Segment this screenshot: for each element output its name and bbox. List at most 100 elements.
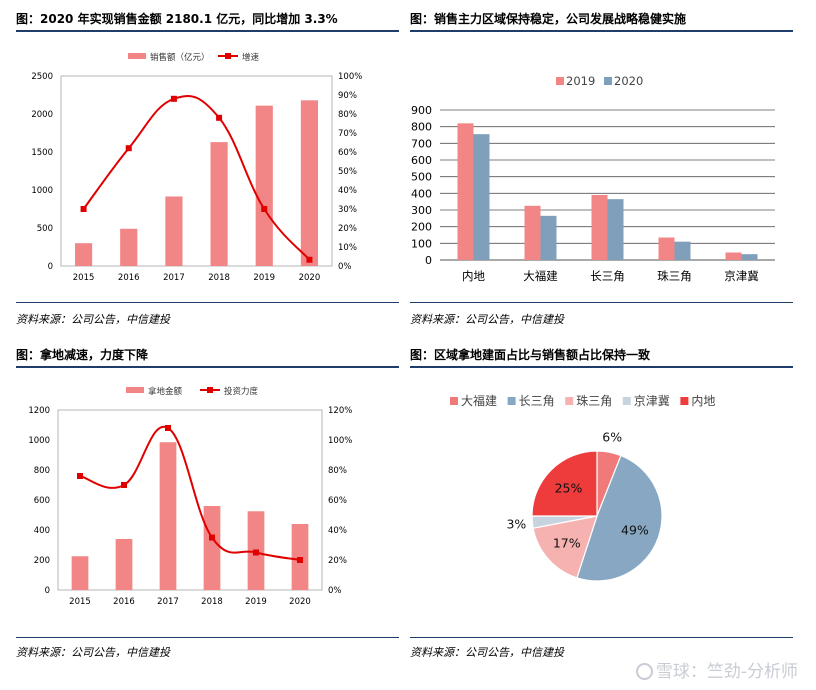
panel-sales-by-region: 图：销售主力区域保持稳定，公司发展战略稳健实施 0 100 200 300 400 500… xyxy=(410,10,793,330)
bar xyxy=(674,241,691,260)
legend-label: 增速 xyxy=(242,52,260,63)
y-tick-label: 900 xyxy=(411,104,432,117)
x-tick-label: 2017 xyxy=(157,597,179,607)
line-marker xyxy=(209,534,215,541)
bar xyxy=(159,442,177,590)
bar xyxy=(607,199,624,260)
y-right-tick-label: 20% xyxy=(338,224,357,234)
title-rule xyxy=(16,366,399,368)
legend-label: 投资力度 xyxy=(224,386,259,397)
bar xyxy=(591,195,608,260)
y-tick-label: 500 xyxy=(411,171,432,184)
y-right-tick-label: 40% xyxy=(338,186,357,196)
title-rule xyxy=(410,30,793,32)
x-tick-label: 大福建 xyxy=(523,269,558,283)
y-left-tick-label: 1200 xyxy=(28,406,50,416)
legend-marker xyxy=(207,387,213,393)
legend-label: 珠三角 xyxy=(576,394,612,408)
bar xyxy=(255,105,273,266)
bar xyxy=(203,506,221,590)
legend-label: 2020 xyxy=(614,74,643,88)
x-tick-label: 2018 xyxy=(208,273,230,283)
x-tick-label: 2018 xyxy=(201,597,223,607)
x-tick-label: 珠三角 xyxy=(657,269,692,283)
bar xyxy=(524,205,541,260)
y-left-tick-label: 1000 xyxy=(28,436,50,446)
y-tick-label: 600 xyxy=(411,154,432,167)
pie-label: 25% xyxy=(555,481,583,496)
y-right-tick-label: 70% xyxy=(338,129,357,139)
y-right-tick-label: 30% xyxy=(338,205,357,215)
x-tick-label: 2020 xyxy=(289,597,311,607)
y-left-tick-label: 200 xyxy=(34,556,50,566)
x-tick-label: 内地 xyxy=(462,269,485,283)
legend-swatch xyxy=(565,397,574,405)
source-rule xyxy=(410,302,793,303)
title-rule xyxy=(410,366,793,368)
y-left-tick-label: 1000 xyxy=(31,186,53,196)
line-marker xyxy=(165,425,171,431)
bar xyxy=(658,237,675,260)
legend-swatch xyxy=(507,397,516,405)
y-right-tick-label: 60% xyxy=(338,148,357,158)
y-left-tick-label: 400 xyxy=(34,526,50,536)
legend-label: 拿地金额 xyxy=(148,386,183,397)
source-text: 资料来源：公司公告，中信建投 xyxy=(410,646,564,659)
watermark: 雪球：竺劲-分析师 xyxy=(635,657,798,682)
bar xyxy=(540,215,557,260)
bar xyxy=(210,142,228,266)
y-right-tick-label: 120% xyxy=(328,406,352,416)
x-tick-label: 2016 xyxy=(118,273,140,283)
bar xyxy=(300,100,318,266)
legend-label: 2019 xyxy=(566,74,595,88)
line-marker xyxy=(77,473,83,479)
y-tick-label: 100 xyxy=(411,237,432,250)
bar xyxy=(165,196,183,266)
legend-label: 内地 xyxy=(691,394,715,408)
y-left-tick-label: 0 xyxy=(48,262,53,272)
legend-swatch-bar xyxy=(126,387,144,393)
line-marker xyxy=(170,95,177,102)
y-right-tick-label: 20% xyxy=(328,556,347,566)
panel-title: 图：区域拿地建面占比与销售额占比保持一致 xyxy=(410,348,651,362)
y-right-tick-label: 10% xyxy=(338,243,357,253)
legend-label: 大福建 xyxy=(461,393,497,408)
x-tick-label: 2020 xyxy=(299,273,321,283)
legend-swatch xyxy=(450,397,458,405)
panel-sales-amount: 图：2020 年实现销售金额 2180.1 亿元，同比增加 3.3% 0 500 1… xyxy=(16,10,399,330)
plot-frame xyxy=(60,75,333,267)
title-rule xyxy=(16,30,399,32)
source-text: 资料来源：公司公告，中信建投 xyxy=(16,313,170,326)
line-marker xyxy=(121,482,127,488)
line-marker xyxy=(253,549,259,556)
legend-label: 销售额（亿元） xyxy=(150,52,210,63)
land-chart: 0 200 400 600 800 1000 1200 0% 20% 40% 60% 80% 100% 1… xyxy=(28,386,352,607)
y-right-tick-label: 0% xyxy=(328,586,342,596)
sales-chart: 0 500 1000 1500 2000 2500 0% 10% 20% 30% 40% 50% 60%… xyxy=(31,52,362,283)
y-tick-label: 300 xyxy=(411,204,432,217)
source-rule xyxy=(16,637,399,638)
legend-swatch xyxy=(604,77,612,85)
y-right-tick-label: 80% xyxy=(338,110,357,120)
legend-swatch xyxy=(622,397,631,405)
bar xyxy=(741,254,758,260)
y-tick-label: 0 xyxy=(425,254,432,267)
y-right-tick-label: 80% xyxy=(328,466,347,476)
y-right-tick-label: 100% xyxy=(328,436,352,446)
y-tick-label: 800 xyxy=(411,121,432,134)
pie-label: 17% xyxy=(553,536,581,551)
y-right-tick-label: 40% xyxy=(328,526,347,536)
line-marker xyxy=(125,145,132,152)
source-text: 资料来源：公司公告，中信建投 xyxy=(16,646,170,659)
bar xyxy=(71,556,89,590)
bar xyxy=(75,243,93,266)
line-marker xyxy=(80,206,87,212)
x-tick-label: 京津冀 xyxy=(724,269,759,283)
pie-label: 3% xyxy=(506,517,526,532)
source-text: 资料来源：公司公告，中信建投 xyxy=(410,313,564,326)
plot-frame xyxy=(57,409,323,591)
x-tick-label: 2019 xyxy=(253,273,275,283)
panel-land-share: 图：区域拿地建面占比与销售额占比保持一致 6% 49% 17% 3% 25% 大福建 长三角… xyxy=(410,346,793,666)
series-line xyxy=(79,425,301,561)
x-tick-label: 2017 xyxy=(163,273,185,283)
